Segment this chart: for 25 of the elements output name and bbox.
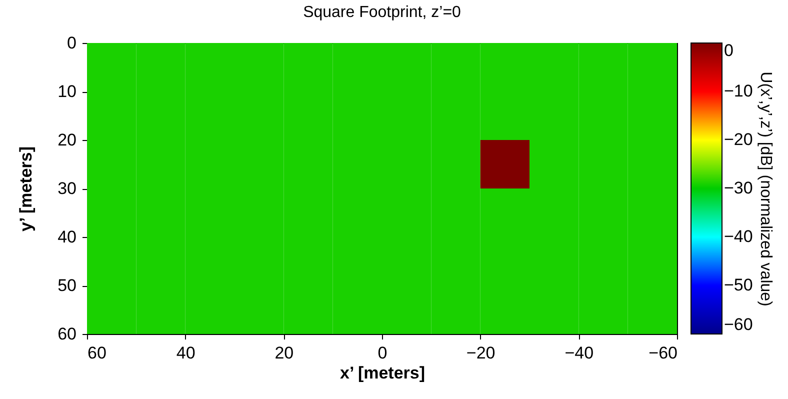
x-axis-title: x’ [meters] — [340, 364, 426, 382]
y-tick-label: 40 — [58, 228, 76, 246]
x-tick-label: 0 — [378, 344, 388, 362]
color-bar-label: −20 — [724, 130, 753, 149]
y-axis-title: y’ [meters] — [16, 146, 36, 232]
color-bar-label: 0 — [724, 41, 734, 60]
chart-title: Square Footprint, z’=0 — [303, 4, 462, 21]
color-bar-label: −60 — [724, 315, 753, 334]
y-tick-label: 0 — [67, 34, 76, 52]
color-bar-label: −30 — [724, 178, 753, 198]
color-bar-label: −10 — [724, 82, 753, 100]
x-tick-label: 60 — [88, 344, 106, 362]
x-tick-label: 40 — [176, 344, 196, 362]
y-tick-label: 20 — [58, 130, 76, 150]
x-tick-label: 20 — [274, 344, 294, 362]
x-tick-label: −40 — [564, 344, 594, 362]
color-bar-title: U(x’,y’,z’) [dB] (normalized value) — [757, 72, 774, 306]
x-tick-label: −60 — [648, 344, 678, 362]
y-tick-label: 60 — [58, 324, 76, 344]
y-tick-label: 30 — [58, 179, 76, 198]
y-tick-label: 50 — [58, 276, 76, 295]
color-bar-label: −40 — [724, 227, 753, 246]
color-bar-label: −50 — [724, 276, 753, 294]
x-tick-label: −20 — [466, 344, 496, 362]
y-tick-label: 10 — [58, 82, 76, 101]
